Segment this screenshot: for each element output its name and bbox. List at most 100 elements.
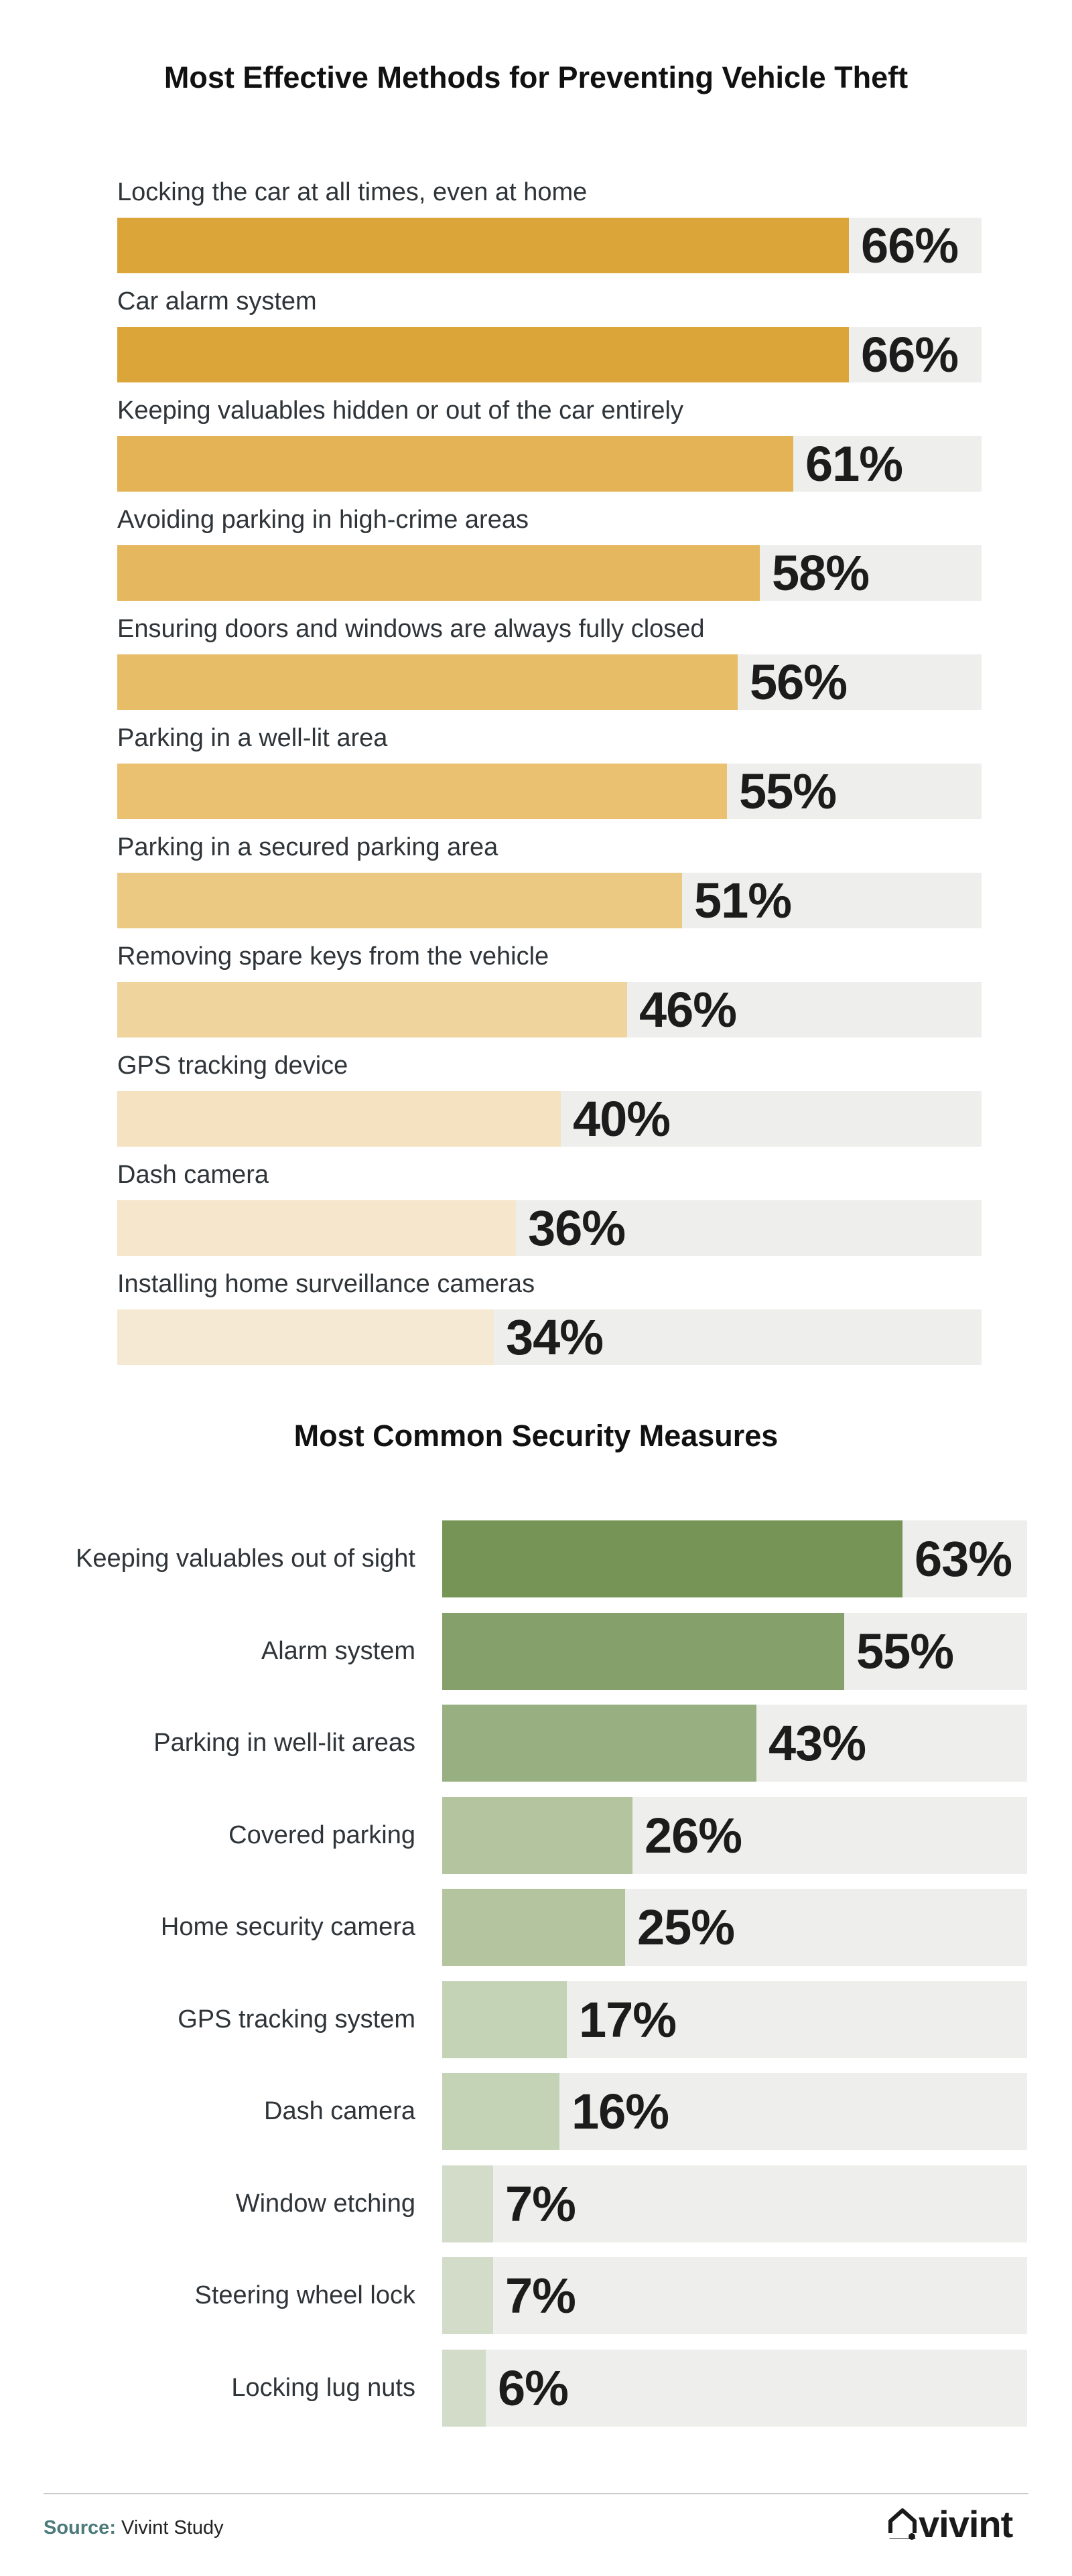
- chart2-category-label: Alarm system: [261, 1637, 415, 1665]
- vivint-logo: vivint: [888, 2502, 1013, 2545]
- chart2-bar: [442, 1889, 625, 1966]
- chart1-value-label: 66%: [861, 218, 959, 273]
- chart2-value-label: 43%: [768, 1715, 866, 1771]
- chart2-bar-track: 43%: [442, 1705, 1027, 1782]
- chart1-bar-track: 66%: [117, 327, 982, 382]
- chart2-row: Alarm system 55%: [0, 1613, 1072, 1690]
- footer-divider: [44, 2493, 1028, 2494]
- chart2-category-label: Keeping valuables out of sight: [75, 1545, 415, 1573]
- chart2-bar: [442, 1797, 632, 1874]
- chart2-category-label: Covered parking: [228, 1821, 415, 1849]
- source-label: Source:: [44, 2517, 116, 2538]
- chart2-value-label: 7%: [505, 2268, 576, 2323]
- chart1-category-label: Parking in a secured parking area: [117, 833, 498, 861]
- house-icon: [888, 2508, 917, 2540]
- chart1-bar: [117, 1200, 516, 1256]
- chart1-category-label: Removing spare keys from the vehicle: [117, 942, 549, 971]
- chart1-bar: [117, 436, 793, 492]
- chart2-bar-track: 26%: [442, 1797, 1027, 1874]
- chart1-category-label: Car alarm system: [117, 287, 317, 315]
- source-note: Source: Vivint Study: [44, 2517, 224, 2539]
- chart2-title: Most Common Security Measures: [293, 1419, 779, 1453]
- chart1-bar: [117, 1091, 561, 1147]
- chart2-category-label: Dash camera: [264, 2097, 415, 2125]
- chart1-title: Most Effective Methods for Preventing Ve…: [163, 60, 909, 94]
- chart1-value-label: 46%: [639, 982, 737, 1037]
- chart2-bar: [442, 2073, 559, 2150]
- chart1-bar: [117, 654, 738, 710]
- chart1-value-label: 61%: [805, 436, 903, 492]
- chart2-value-label: 26%: [645, 1808, 742, 1863]
- chart2-bar: [442, 1520, 902, 1597]
- chart2-value-label: 7%: [505, 2176, 576, 2232]
- chart2-category-label: GPS tracking system: [178, 2005, 415, 2033]
- chart2-bar: [442, 2165, 493, 2242]
- chart1-category-label: Avoiding parking in high-crime areas: [117, 506, 529, 534]
- chart2-bar: [442, 1613, 844, 1690]
- chart1-value-label: 66%: [861, 327, 959, 382]
- chart1-bar-track: 36%: [117, 1200, 982, 1256]
- chart1-bar-track: 58%: [117, 545, 982, 601]
- chart1-bar: [117, 873, 682, 928]
- chart2-bar-track: 55%: [442, 1613, 1027, 1690]
- chart2-bar: [442, 2257, 493, 2334]
- chart2-category-label: Home security camera: [160, 1913, 415, 1941]
- chart1-bar-track: 55%: [117, 764, 982, 819]
- chart1-bar: [117, 327, 849, 382]
- chart2-row: Home security camera 25%: [0, 1889, 1072, 1966]
- chart2-row: Locking lug nuts 6%: [0, 2350, 1072, 2427]
- chart2-row: Window etching 7%: [0, 2165, 1072, 2242]
- chart2-row: Dash camera 16%: [0, 2073, 1072, 2150]
- chart1-value-label: 34%: [506, 1309, 604, 1365]
- chart2-row: Steering wheel lock 7%: [0, 2257, 1072, 2334]
- chart2-bar: [442, 1705, 756, 1782]
- chart1-value-label: 55%: [739, 764, 837, 819]
- chart1-bar-track: 66%: [117, 218, 982, 273]
- chart2-bar-track: 63%: [442, 1520, 1027, 1597]
- chart1-category-label: Dash camera: [117, 1161, 269, 1189]
- chart2-bar: [442, 1981, 567, 2058]
- chart1-bar-track: 46%: [117, 982, 982, 1037]
- chart2-bar-track: 6%: [442, 2350, 1027, 2427]
- chart1-bar: [117, 764, 727, 819]
- chart2-bar-track: 7%: [442, 2165, 1027, 2242]
- chart2-value-label: 55%: [856, 1624, 954, 1679]
- source-text: Vivint Study: [121, 2517, 224, 2538]
- chart2-category-label: Steering wheel lock: [194, 2281, 415, 2309]
- chart1-bar-track: 34%: [117, 1309, 982, 1365]
- chart2-category-label: Parking in well-lit areas: [153, 1729, 415, 1757]
- chart1-category-label: Ensuring doors and windows are always fu…: [117, 615, 705, 643]
- chart2-bar-track: 17%: [442, 1981, 1027, 2058]
- chart1-value-label: 56%: [750, 654, 848, 710]
- chart2-row: Covered parking 26%: [0, 1797, 1072, 1874]
- chart2-value-label: 25%: [637, 1900, 735, 1955]
- chart1-value-label: 58%: [772, 545, 870, 601]
- chart1-bar-track: 56%: [117, 654, 982, 710]
- chart1-value-label: 36%: [528, 1200, 626, 1256]
- chart1-bar: [117, 218, 849, 273]
- chart2-bar-track: 25%: [442, 1889, 1027, 1966]
- chart1-bar: [117, 982, 627, 1037]
- chart2-value-label: 16%: [572, 2084, 669, 2139]
- chart2-row: Parking in well-lit areas 43%: [0, 1705, 1072, 1782]
- chart1-category-label: Parking in a well-lit area: [117, 724, 388, 752]
- logo-text: vivint: [919, 2502, 1013, 2545]
- chart2-value-label: 63%: [915, 1531, 1012, 1587]
- chart1-category-label: GPS tracking device: [117, 1052, 348, 1080]
- chart1-value-label: 40%: [573, 1091, 671, 1147]
- chart2-category-label: Window etching: [235, 2190, 415, 2218]
- chart2-value-label: 6%: [498, 2360, 569, 2416]
- chart1-category-label: Locking the car at all times, even at ho…: [117, 178, 588, 206]
- chart1-category-label: Installing home surveillance cameras: [117, 1270, 535, 1298]
- chart1-bar-track: 61%: [117, 436, 982, 492]
- chart2-bar-track: 7%: [442, 2257, 1027, 2334]
- chart1-bar-track: 51%: [117, 873, 982, 928]
- chart1-value-label: 51%: [694, 873, 792, 928]
- chart1-bar: [117, 545, 760, 601]
- chart2-category-label: Locking lug nuts: [231, 2374, 415, 2402]
- chart2-bar: [442, 2350, 486, 2427]
- chart1-bar: [117, 1309, 494, 1365]
- chart2-value-label: 17%: [579, 1992, 677, 2048]
- chart2-row: Keeping valuables out of sight 63%: [0, 1520, 1072, 1597]
- chart2-row: GPS tracking system 17%: [0, 1981, 1072, 2058]
